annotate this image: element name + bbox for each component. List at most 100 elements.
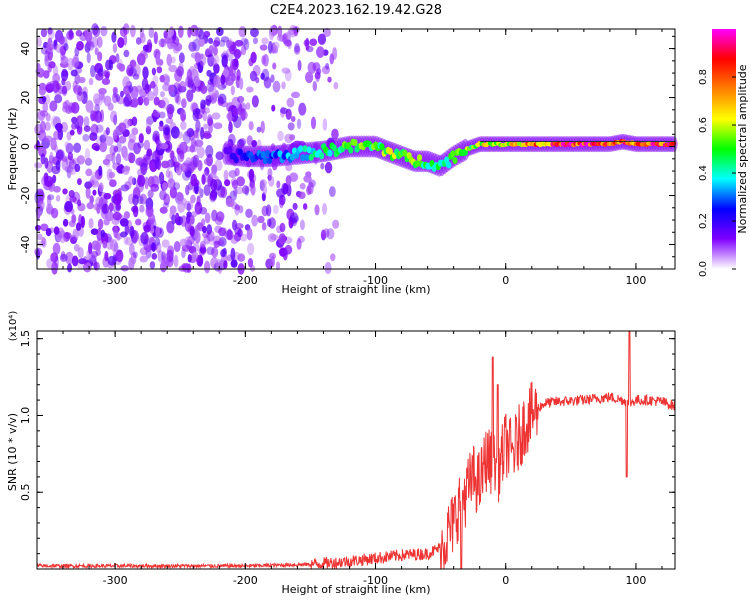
spectrogram-cell [245, 208, 253, 219]
spectrogram-cell [269, 25, 277, 37]
spectrogram-cell [94, 242, 101, 251]
spectrogram-cell [91, 171, 98, 181]
spectrogram-cell [78, 76, 86, 84]
spectrogram-cell [136, 53, 146, 66]
spectrogram-cell [328, 186, 336, 198]
spectrogram-cell [107, 102, 114, 111]
spectrogram-cell [236, 69, 241, 81]
spectrogram-cell [49, 151, 54, 165]
spectrogram-cell [182, 131, 191, 144]
spectrogram-cell [95, 196, 104, 207]
spectrogram-cell [175, 92, 181, 103]
spectrogram-cell [68, 29, 74, 39]
spectrogram-cell [166, 53, 172, 67]
spectrogram-cell [314, 71, 321, 80]
spectrogram-cell [154, 156, 160, 169]
spectrogram-cell [161, 256, 168, 269]
spectrogram-cell [199, 240, 206, 248]
spectrogram-cell [220, 36, 230, 43]
spectrogram-cell [186, 89, 194, 102]
x-tick-label: 100 [625, 574, 646, 587]
spectrogram-cell [44, 175, 53, 188]
spectrogram-cell [387, 148, 393, 156]
spectrogram-cell [319, 152, 325, 160]
spectrogram-cell [321, 202, 328, 215]
spectrogram-cell [292, 202, 298, 211]
spectrogram-cell [296, 238, 302, 250]
spectrogram-cell [118, 122, 127, 133]
spectrogram-cell [46, 194, 52, 208]
spectrogram-cell [331, 128, 339, 140]
spectrogram-cell [177, 25, 184, 38]
spectrogram-cell [65, 155, 75, 167]
spectrogram-cell [123, 165, 131, 172]
spectrogram-cell [96, 228, 103, 241]
spectrogram-cell [63, 43, 69, 51]
spectrogram-cell [209, 171, 217, 179]
spectrogram-cell [119, 135, 127, 144]
spectrogram-cell [104, 250, 109, 262]
spectrogram-cell [207, 37, 214, 44]
spectrogram-cell [53, 226, 60, 235]
spectrogram-cell [322, 118, 328, 131]
spectrogram-cell [203, 260, 211, 274]
spectrogram-cell [55, 82, 62, 90]
spectrogram-cell [206, 49, 211, 56]
spectrogram-cell [112, 129, 118, 141]
spectrogram-cell [163, 30, 168, 39]
spectrogram-cell [180, 162, 190, 173]
spectrogram-cell [42, 102, 49, 113]
spectrogram-cell [243, 38, 250, 51]
spectrogram-cell [217, 93, 227, 105]
spectrogram-cell [88, 242, 93, 255]
spectrogram-cell [299, 219, 305, 231]
spectrogram-cell [248, 57, 254, 67]
spectrogram-cell [212, 46, 218, 56]
spectrogram-cell [282, 183, 289, 195]
spectrogram-cell [129, 225, 135, 239]
x-tick-label: -100 [363, 574, 388, 587]
spectrogram-cell [222, 227, 228, 238]
spectrogram-cell [178, 81, 187, 92]
spectrogram-cell [143, 139, 151, 151]
spectrogram-cell [60, 68, 69, 82]
colorbar-tick-label: 0.2 [698, 213, 709, 229]
spectrogram-cell [71, 56, 80, 68]
spectrogram-cell [159, 189, 167, 201]
spectrogram-cell [34, 191, 41, 204]
spectrogram-cell [249, 264, 256, 272]
spectrogram-cell [38, 86, 47, 96]
spectrogram-cell [293, 45, 301, 55]
spectrogram-cell [115, 94, 121, 103]
spectrogram-cell [261, 222, 267, 231]
spectrogram-cell [139, 247, 148, 256]
spectrogram-cell [139, 193, 148, 205]
spectrogram-cell [179, 149, 185, 160]
spectrogram-cell [220, 249, 226, 258]
spectrogram-cell [197, 159, 203, 172]
spectrogram-cell [223, 169, 229, 182]
spectrogram-cell [234, 39, 244, 47]
spectrogram-cell [304, 153, 310, 161]
spectrogram-cell [205, 144, 214, 158]
spectrogram-cell [139, 204, 145, 213]
y-tick-label: 1.5 [19, 330, 32, 348]
spectrogram-cell [218, 227, 227, 237]
spectrogram-cell [233, 58, 239, 67]
spectrogram-cell [305, 37, 310, 51]
spectrogram-cell [223, 260, 228, 269]
spectrogram-cell [332, 47, 338, 60]
colorbar-tick-label: 0.8 [698, 69, 709, 85]
spectrogram-cell [108, 171, 116, 179]
spectrogram-cell [95, 124, 104, 133]
spectrogram-cell [233, 187, 238, 197]
spectrogram-cell [213, 75, 221, 88]
spectrogram-cell [47, 194, 55, 201]
spectrogram-cell [250, 183, 256, 196]
spectrogram-frame [36, 28, 676, 270]
spectrogram-x-label: Height of straight line (km) [281, 283, 430, 296]
spectrogram-cell [50, 137, 57, 151]
spectrogram-cell [97, 51, 103, 62]
colorbar-tick-label: 0.6 [698, 117, 709, 133]
